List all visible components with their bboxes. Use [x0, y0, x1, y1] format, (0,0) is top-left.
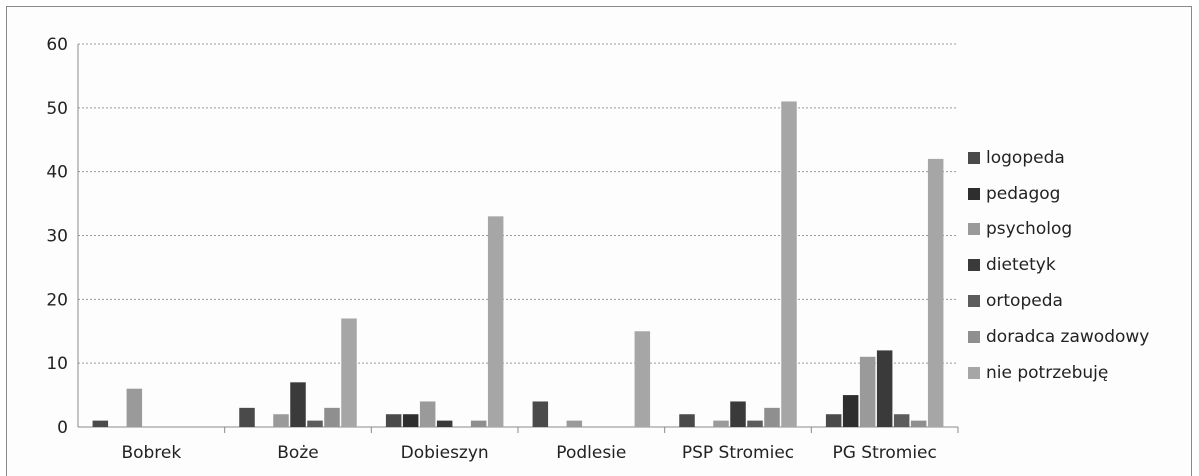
bar-logopeda	[825, 414, 842, 427]
bar-psycholog	[566, 420, 583, 427]
bar-nie-potrzebuję	[927, 158, 944, 427]
bar-psycholog	[859, 356, 876, 427]
legend: logopeda pedagog psycholog dietetyk ortopeda…	[968, 140, 1149, 391]
bar-ortopeda	[747, 420, 763, 427]
bar-logopeda	[239, 407, 255, 427]
legend-swatch	[968, 330, 980, 343]
y-tick-label: 0	[57, 418, 68, 438]
x-tick-label: Dobieszyn	[401, 443, 489, 463]
legend-item: logopeda	[968, 140, 1149, 176]
legend-swatch	[968, 151, 980, 164]
legend-swatch	[968, 187, 980, 200]
chart-frame	[6, 6, 1192, 476]
y-tick-label: 50	[46, 99, 68, 119]
y-tick-label: 30	[46, 227, 68, 247]
legend-item: doradca zawodowy	[968, 319, 1149, 355]
bar-doradca-zawodowy	[324, 407, 340, 427]
y-tick-label: 20	[46, 290, 68, 310]
bar-psycholog	[273, 414, 289, 427]
bar-psycholog	[126, 388, 143, 427]
legend-label: doradca zawodowy	[986, 326, 1150, 347]
bar-psycholog	[713, 420, 729, 427]
bar-dietetyk	[730, 401, 746, 427]
legend-label: ortopeda	[986, 291, 1063, 312]
bar-dietetyk	[876, 350, 893, 427]
bar-pedagog	[402, 414, 419, 427]
bar-chart: 0 10 20 30 40 50 60 Bobrek Boże Dobieszyn Podlesie…	[46, 35, 959, 463]
y-tick-label: 60	[46, 35, 68, 55]
bar-pedagog	[842, 395, 859, 427]
bar-nie-potrzebuję	[634, 331, 651, 427]
legend-item: dietetyk	[968, 247, 1149, 283]
bar-logopeda	[385, 414, 402, 427]
legend-swatch	[968, 366, 980, 379]
bar-psycholog	[419, 401, 436, 427]
bar-ortopeda	[893, 414, 910, 427]
bar-doradca-zawodowy	[910, 420, 927, 427]
bar-ortopeda	[307, 420, 323, 427]
bar-nie-potrzebuję	[341, 318, 357, 427]
bar-nie-potrzebuję	[781, 101, 797, 427]
bar-logopeda	[532, 401, 549, 427]
legend-label: nie potrzebuję	[986, 362, 1109, 383]
legend-label: dietetyk	[986, 255, 1056, 276]
legend-item: psycholog	[968, 212, 1149, 248]
legend-item: ortopeda	[968, 283, 1149, 319]
legend-label: pedagog	[986, 183, 1061, 204]
bar-logopeda	[92, 420, 109, 427]
x-tick-label: Podlesie	[556, 443, 626, 463]
legend-label: logopeda	[986, 147, 1065, 168]
bar-doradca-zawodowy	[764, 407, 780, 427]
x-tick-label: PG Stromiec	[832, 443, 936, 463]
legend-item: pedagog	[968, 176, 1149, 212]
y-tick-label: 10	[46, 354, 68, 374]
x-tick-label: PSP Stromiec	[682, 443, 794, 463]
legend-swatch	[968, 259, 980, 272]
bar-doradca-zawodowy	[470, 420, 487, 427]
y-tick-label: 40	[46, 163, 68, 183]
legend-swatch	[968, 295, 980, 308]
bar-logopeda	[679, 414, 695, 427]
x-tick-label: Boże	[277, 443, 318, 463]
legend-label: psycholog	[986, 219, 1073, 240]
legend-swatch	[968, 223, 980, 236]
bar-dietetyk	[290, 382, 306, 427]
bar-nie-potrzebuję	[487, 216, 504, 427]
legend-item: nie potrzebuję	[968, 355, 1149, 391]
x-tick-label: Bobrek	[121, 443, 181, 463]
bar-dietetyk	[436, 420, 453, 427]
